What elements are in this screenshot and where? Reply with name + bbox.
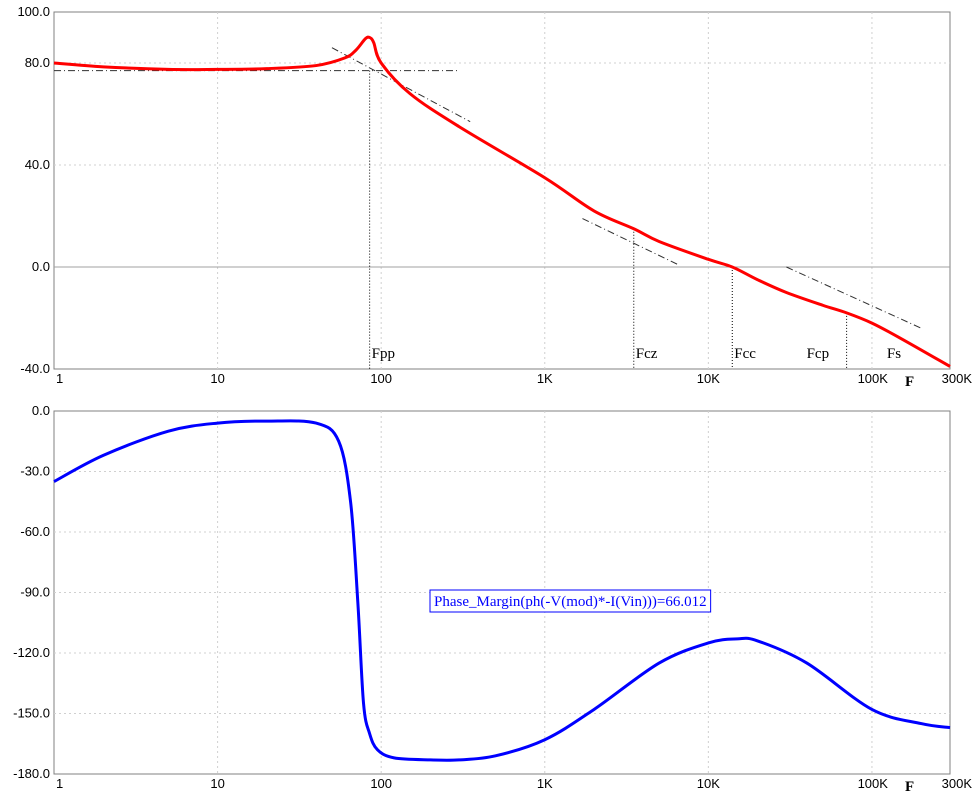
- asymptote-line: [582, 218, 678, 265]
- x-tick-label: 1K: [537, 371, 553, 386]
- phase-y-ticks: 0.0 -30.0 -60.0 -90.0 -120.0 -150.0 -180.0: [13, 403, 50, 781]
- x-tick-label: 300K: [942, 776, 973, 791]
- y-tick-label: -150.0: [13, 706, 50, 721]
- x-tick-label: 1K: [537, 776, 553, 791]
- phase-x-ticks: 1 10 100 1K 10K 100K 300K: [56, 776, 972, 791]
- x-tick-label: 10K: [697, 776, 720, 791]
- y-tick-label: -40.0: [20, 361, 50, 376]
- y-tick-label: 0.0: [32, 259, 50, 274]
- annotation-label: Fpp: [372, 346, 395, 362]
- y-tick-label: -30.0: [20, 464, 50, 479]
- phase-x-axis-label: F: [905, 779, 914, 793]
- magnitude-plot: Fpp Fcz Fcc Fcp Fs 100.0 80.0 40.0 0.0 -40.0 1 10…: [17, 4, 972, 390]
- y-tick-label: 40.0: [25, 157, 50, 172]
- magnitude-curve: [53, 35, 951, 368]
- x-tick-label: 10: [210, 371, 224, 386]
- x-tick-label: 100K: [858, 371, 889, 386]
- annotation-label: Fcp: [807, 346, 830, 362]
- y-tick-label: -120.0: [13, 645, 50, 660]
- x-tick-label: 1: [56, 776, 63, 791]
- phase-plot: 0.0 -30.0 -60.0 -90.0 -120.0 -150.0 -180.0 1 10…: [13, 403, 972, 793]
- y-tick-label: -60.0: [20, 524, 50, 539]
- asymptote-line: [786, 266, 922, 329]
- y-tick-label: -90.0: [20, 585, 50, 600]
- x-tick-label: 10: [210, 776, 224, 791]
- magnitude-x-axis-label: F: [905, 374, 914, 390]
- y-tick-label: 100.0: [17, 4, 50, 19]
- x-tick-label: 10K: [697, 371, 720, 386]
- x-tick-label: 100: [370, 776, 392, 791]
- x-tick-label: 300K: [942, 371, 973, 386]
- y-tick-label: -180.0: [13, 766, 50, 781]
- phase-margin-box: [429, 589, 712, 613]
- asymptote-line: [331, 47, 471, 123]
- magnitude-y-ticks: 100.0 80.0 40.0 0.0 -40.0: [17, 4, 50, 376]
- phase-margin-label: Phase_Margin(ph(-V(mod)*-I(Vin)))=66.012: [434, 594, 707, 610]
- phase-grid: [54, 411, 950, 774]
- magnitude-plot-frame: [53, 11, 951, 370]
- magnitude-annotations: Fpp Fcz Fcc Fcp Fs: [369, 70, 901, 369]
- y-tick-label: 0.0: [32, 403, 50, 418]
- annotation-label: Fcc: [734, 346, 756, 362]
- phase-curve: [53, 419, 951, 762]
- magnitude-x-ticks: 1 10 100 1K 10K 100K 300K: [56, 371, 972, 386]
- x-tick-label: 100: [370, 371, 392, 386]
- magnitude-asymptotes: [54, 47, 922, 329]
- magnitude-grid: [54, 12, 950, 369]
- x-tick-label: 100K: [858, 776, 889, 791]
- x-tick-label: 1: [56, 371, 63, 386]
- y-tick-label: 80.0: [25, 55, 50, 70]
- annotation-label: Fs: [887, 346, 901, 362]
- annotation-label: Fcz: [636, 346, 658, 362]
